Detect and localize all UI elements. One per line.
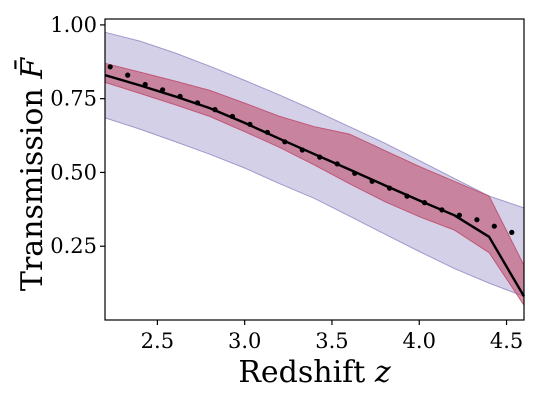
- data-point: [404, 193, 410, 199]
- x-axis-label: Redshift z: [238, 355, 391, 390]
- x-tick-label: 4.5: [490, 329, 523, 353]
- data-point: [352, 170, 358, 176]
- y-axis-label-var: F̄: [14, 57, 50, 80]
- data-point: [317, 154, 323, 160]
- model-line: [104, 73, 526, 298]
- data-point: [491, 223, 497, 229]
- x-tick-label: 2.5: [141, 329, 174, 353]
- data-point: [387, 185, 393, 191]
- data-point: [474, 217, 480, 223]
- data-point: [421, 200, 428, 206]
- y-tick-label: 0.75: [50, 87, 97, 111]
- y-tick-label: 0.50: [50, 160, 97, 184]
- data-point: [369, 178, 375, 184]
- data-point: [282, 139, 288, 145]
- data-point: [125, 72, 131, 78]
- x-tick-label: 3.5: [315, 329, 348, 353]
- y-tick-label: 0.25: [50, 234, 97, 258]
- data-point: [439, 207, 445, 213]
- y-axis-label-text: Transmission: [15, 79, 50, 291]
- data-points: [107, 64, 515, 235]
- data-point: [177, 93, 183, 99]
- x-tick-label: 4.0: [403, 329, 436, 353]
- plot-frame: [104, 18, 525, 321]
- x-axis-label-text: Redshift: [238, 355, 375, 390]
- x-axis-ticks: 2.5 3.0 3.5 4.0 4.5: [141, 320, 523, 353]
- y-axis-label: Transmission F̄: [14, 57, 50, 291]
- data-point: [247, 121, 253, 127]
- model-lines: [104, 73, 526, 298]
- x-axis-label-var: z: [374, 355, 391, 390]
- data-point: [194, 100, 201, 106]
- data-point: [299, 147, 305, 153]
- data-point: [334, 161, 340, 167]
- data-point: [456, 212, 462, 218]
- data-point: [142, 81, 148, 88]
- y-tick-label: 1.00: [50, 13, 97, 37]
- data-point: [160, 87, 166, 93]
- confidence-bands: [104, 31, 525, 307]
- x-tick-label: 3.0: [228, 329, 261, 353]
- data-point: [229, 113, 235, 119]
- data-point: [212, 107, 218, 113]
- data-point: [264, 129, 270, 135]
- data-point: [509, 229, 515, 235]
- y-axis-ticks: 0.25 0.50 0.75 1.00: [50, 13, 105, 258]
- data-point: [107, 64, 113, 70]
